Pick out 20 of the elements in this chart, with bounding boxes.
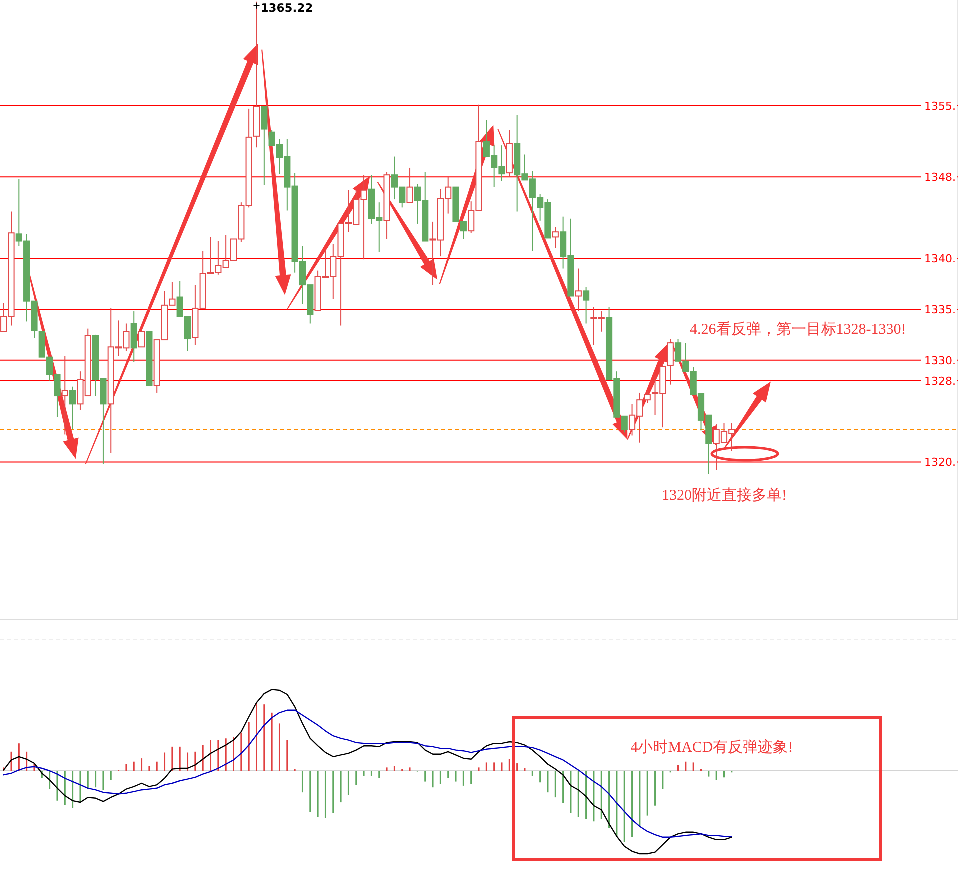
annotation: 4小时MACD有反弹迹象! <box>630 739 794 756</box>
candlestick <box>667 338 674 386</box>
candlestick <box>552 226 559 249</box>
y-tick-label: 1340. <box>924 252 956 266</box>
y-tick-label: 1355. <box>924 100 956 113</box>
annotation: 4.26看反弹，第一目标1328-1330! <box>690 321 906 338</box>
candlestick <box>575 268 582 312</box>
y-tick-label: 1348. <box>924 171 956 184</box>
annotation: 1320附近直接多单! <box>662 487 787 504</box>
y-tick-label: 1335. <box>924 303 956 316</box>
candlestick <box>582 286 590 324</box>
candlestick <box>70 386 76 430</box>
candlestick <box>406 167 414 204</box>
y-tick-label: 1328. <box>924 374 956 388</box>
y-tick-label: 1330. <box>924 354 956 368</box>
candlestick <box>62 356 68 436</box>
y-tick-label: 1320. <box>924 456 956 470</box>
candlestick <box>138 331 146 348</box>
candlestick <box>261 106 268 186</box>
annotation: 1365.22 <box>260 0 314 15</box>
